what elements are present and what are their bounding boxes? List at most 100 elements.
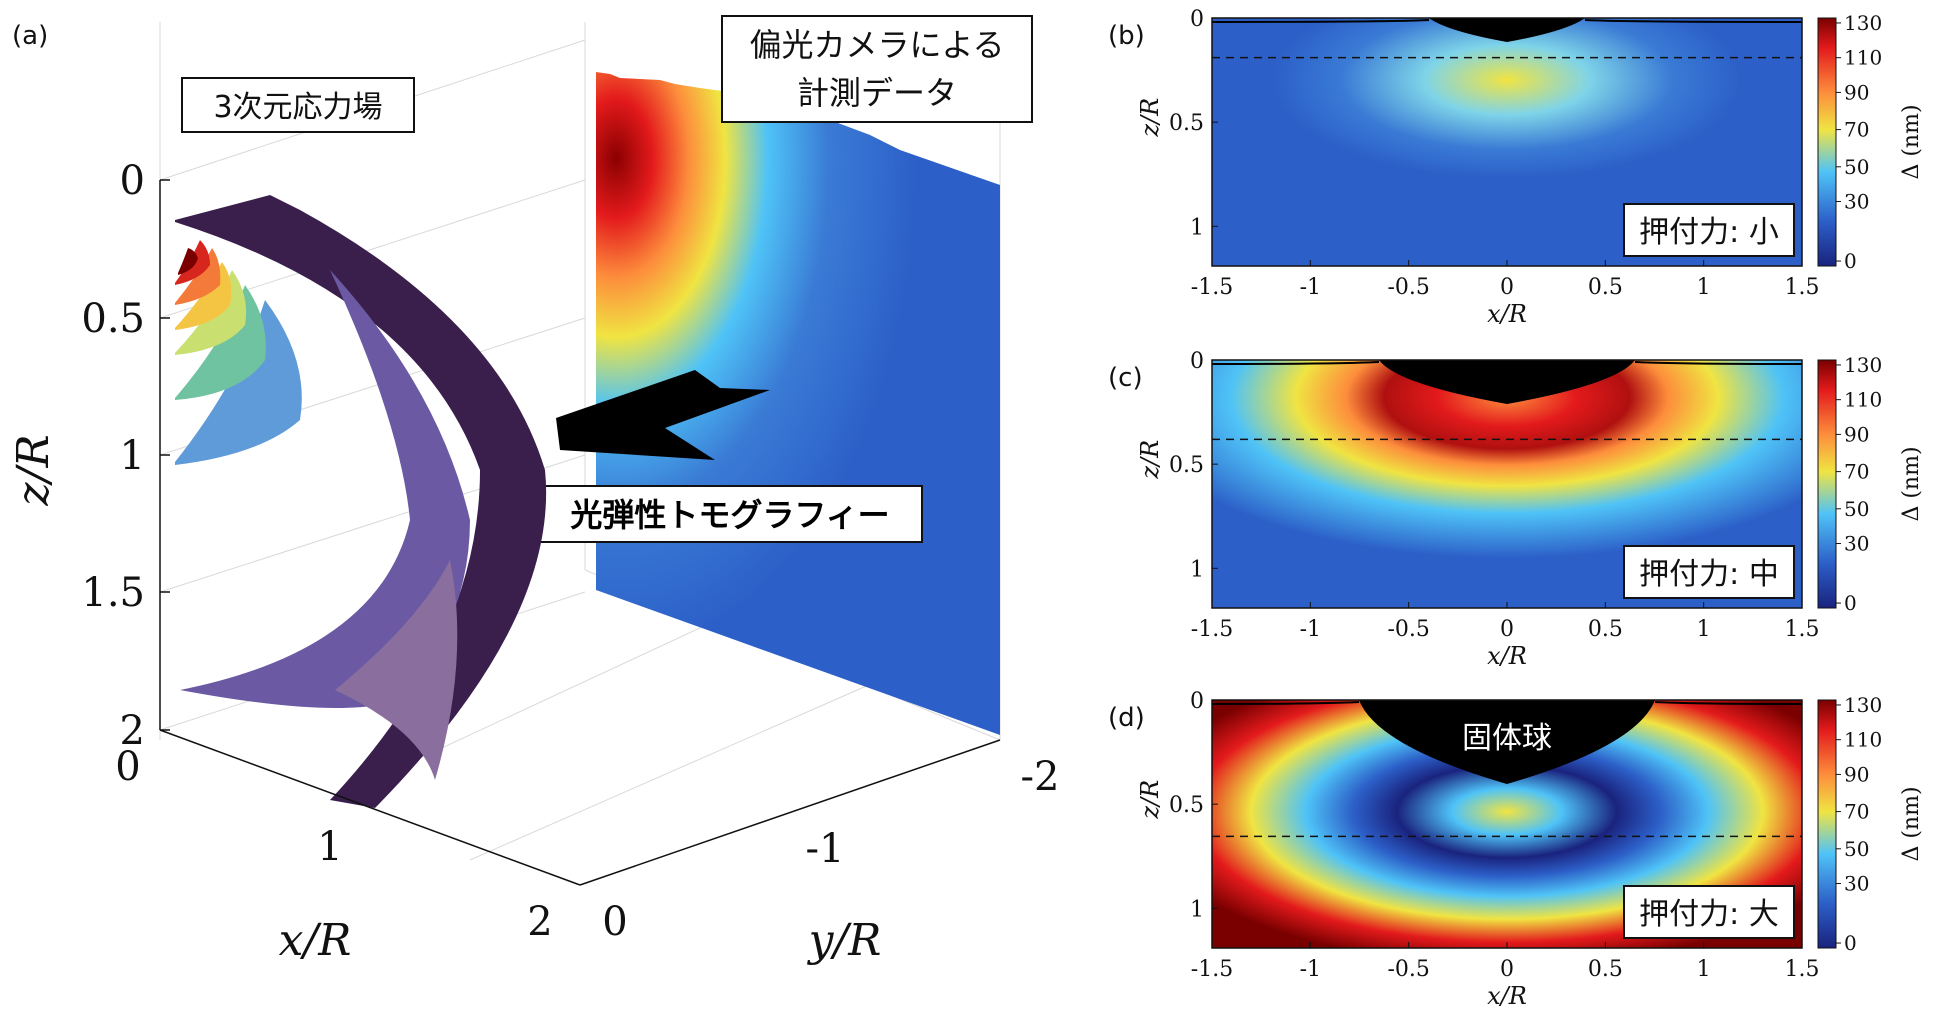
x-tick-label: -0.5 — [1387, 275, 1429, 300]
z-tick-label-3d: 0 — [120, 158, 145, 204]
colorbar-tick-label: 130 — [1844, 693, 1882, 717]
x-tick-label: -1.5 — [1191, 617, 1233, 642]
camera-label-box: 偏光カメラによる 計測データ — [721, 15, 1033, 123]
x-tick-label: -1.5 — [1191, 957, 1233, 982]
camera-label-line2: 計測データ — [797, 74, 957, 112]
panel-label: (c) — [1108, 363, 1143, 393]
colorbar-tick-label: 70 — [1844, 800, 1869, 824]
stress-field-label: 3次元応力場 — [213, 90, 382, 125]
panel-a-grid — [159, 22, 1001, 861]
z-tick-label: 1 — [1190, 897, 1204, 922]
solid-sphere-shape — [1359, 700, 1655, 784]
panel-c: (c)押付力: 中-1.5 -1 -0.5 0 0.5 1 1.5x/R00.51z/R13… — [1108, 349, 1924, 670]
colorbar — [1817, 699, 1837, 949]
z-tick-label-3d: 0.5 — [81, 296, 145, 342]
colorbar-tick-label: 0 — [1844, 931, 1857, 955]
z-axis-3d: 0 0.5 1 1.5 2 z/R — [8, 158, 170, 754]
y-tick-label-3d: -2 — [1021, 754, 1060, 800]
colorbar-tick-label: 130 — [1844, 11, 1882, 35]
colorbar — [1817, 359, 1837, 609]
force-label-box — [1623, 545, 1795, 599]
surface-curve-left — [1211, 361, 1380, 365]
colorbar-label: Δ (nm) — [1899, 786, 1924, 861]
x-tick-label: 1.5 — [1785, 957, 1820, 982]
x-tick-label: -0.5 — [1387, 957, 1429, 982]
x-tick-label: 0.5 — [1588, 275, 1623, 300]
colorbar-tick-label: 30 — [1844, 872, 1869, 896]
colorbar-tick-label: 70 — [1844, 460, 1869, 484]
colorbar-label: Δ (nm) — [1899, 446, 1924, 521]
force-label-box — [1623, 203, 1795, 257]
force-label: 押付力: 中 — [1639, 557, 1779, 592]
z-tick-label: 0.5 — [1169, 453, 1204, 478]
camera-label-line1: 偏光カメラによる — [749, 26, 1004, 64]
x-axis-label: x/R — [1487, 982, 1527, 1010]
colorbar-tick-label: 50 — [1844, 497, 1869, 521]
x-axis-label: x/R — [1487, 300, 1527, 328]
colorbar-tick-label: 110 — [1844, 728, 1882, 752]
colorbar-tick-label: 30 — [1844, 190, 1869, 214]
x-tick-label: 1 — [1697, 617, 1711, 642]
plot-frame — [1211, 17, 1803, 267]
force-label: 押付力: 大 — [1639, 897, 1779, 932]
z-tick-label: 0.5 — [1169, 793, 1204, 818]
x-tick-label: -1.5 — [1191, 275, 1233, 300]
colorbar-tick-label: 130 — [1844, 353, 1882, 377]
x-axis-label-3d: x/R — [279, 915, 352, 966]
y-axis-label-3d: y/R — [807, 915, 882, 966]
x-tick-label: -1 — [1300, 275, 1321, 300]
tomography-label-box: 光弾性トモグラフィー — [537, 485, 923, 543]
y-axis-3d: 0 -1 -2 y/R — [579, 739, 1059, 966]
z-axis-label: z/R — [1136, 98, 1164, 138]
panel-a-label: (a) — [12, 21, 48, 51]
z-tick-label: 0 — [1190, 349, 1204, 374]
surface-curve-right — [1584, 19, 1803, 23]
stress-surfaces — [175, 195, 547, 808]
colorbar-tick-label: 110 — [1844, 46, 1882, 70]
tomography-arrow — [556, 370, 770, 460]
camera-data-plane — [596, 72, 1000, 735]
surface-curve-right — [1654, 701, 1803, 705]
plot-frame — [1211, 359, 1803, 609]
z-tick-label: 0 — [1190, 7, 1204, 32]
x-tick-label: 0.5 — [1588, 617, 1623, 642]
colorbar-tick-label: 0 — [1844, 249, 1857, 273]
solid-sphere-shape — [1429, 18, 1585, 42]
x-tick-label: 1 — [1697, 275, 1711, 300]
colorbar-tick-label: 90 — [1844, 422, 1869, 446]
x-tick-label-3d: 1 — [317, 824, 342, 870]
x-axis-3d: 0 1 2 x/R — [115, 729, 581, 966]
colorbar-tick-label: 90 — [1844, 762, 1869, 786]
z-axis-label-3d: z/R — [8, 434, 59, 506]
colorbar-tick-label: 30 — [1844, 532, 1869, 556]
panel-label: (d) — [1108, 703, 1145, 733]
z-ticks-3d: 0 0.5 1 1.5 2 — [81, 158, 170, 754]
colorbar-tick-label: 50 — [1844, 155, 1869, 179]
force-label-box — [1623, 885, 1795, 939]
tomography-label: 光弾性トモグラフィー — [570, 496, 889, 534]
colorbar-tick-label: 0 — [1844, 591, 1857, 615]
x-tick-label: -1 — [1300, 957, 1321, 982]
x-tick-label: 0.5 — [1588, 957, 1623, 982]
solid-sphere-shape — [1379, 360, 1635, 404]
y-ticks-3d: 0 -1 -2 — [602, 754, 1059, 945]
x-tick-label: 0 — [1500, 617, 1514, 642]
y-tick-label-3d: 0 — [602, 899, 627, 945]
plot-frame — [1211, 699, 1803, 949]
x-tick-label-3d: 2 — [527, 899, 552, 945]
surface-layer-darkred — [178, 248, 198, 275]
y-tick-label-3d: -1 — [806, 826, 845, 872]
x-axis-label: x/R — [1487, 642, 1527, 670]
z-tick-label: 1 — [1190, 557, 1204, 582]
solid-sphere-label: 固体球 — [1462, 721, 1552, 756]
panel-a: (a) 偏光カメラによる 計測データ 3次元応力場 — [8, 15, 1059, 966]
z-tick-label: 1 — [1190, 215, 1204, 240]
x-tick-label: 1.5 — [1785, 275, 1820, 300]
colorbar-tick-label: 50 — [1844, 837, 1869, 861]
colorbar-tick-label: 70 — [1844, 118, 1869, 142]
x-tick-label: 0 — [1500, 275, 1514, 300]
stress-field-label-box: 3次元応力場 — [181, 77, 415, 133]
side-panels: (b)押付力: 小-1.5 -1 -0.5 0 0.5 1 1.5x/R00.51z/R13… — [1108, 7, 1924, 1010]
